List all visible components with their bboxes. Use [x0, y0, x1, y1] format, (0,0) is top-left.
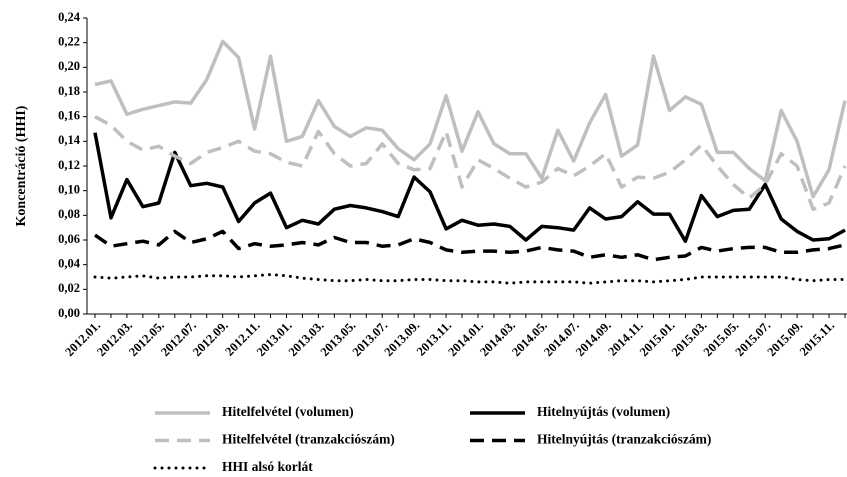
line-series — [94, 39, 847, 199]
y-tick-label: 0,24 — [58, 10, 81, 24]
y-tick-label: 0,02 — [58, 281, 80, 295]
legend-label: Hitelnyújtás (volumen) — [537, 404, 670, 419]
x-tick-label: 2014.09. — [573, 318, 614, 359]
x-tick-label: 2015.11. — [797, 318, 837, 358]
y-tick-label: 0,10 — [58, 183, 80, 197]
line-series — [93, 132, 846, 243]
legend-label: Hitelnyújtás (tranzakciószám) — [537, 432, 711, 447]
y-tick-label: 0,20 — [58, 59, 80, 73]
y-tick-label: 0,12 — [58, 158, 80, 172]
y-tick-label: 0,04 — [58, 257, 81, 271]
y-axis-label: Koncentráció (HHI) — [14, 105, 29, 226]
y-tick-label: 0,22 — [58, 35, 80, 49]
line-series — [94, 115, 847, 211]
y-tick-label: 0,16 — [58, 109, 80, 123]
x-tick-label: 2015.09. — [764, 318, 805, 359]
x-tick-label: 2013.09. — [381, 318, 422, 359]
y-tick-label: 0,08 — [58, 207, 80, 221]
legend-label: Hitelfelvétel (volumen) — [222, 404, 354, 419]
line-series — [94, 229, 846, 262]
legend-label: Hitelfelvétel (tranzakciószám) — [222, 432, 395, 447]
x-tick-label: 2012.09. — [190, 318, 231, 359]
y-tick-label: 0,18 — [58, 84, 80, 98]
y-tick-label: 0,06 — [58, 232, 80, 246]
y-tick-label: 0,00 — [58, 306, 80, 320]
y-tick-label: 0,14 — [58, 133, 81, 147]
line-series — [93, 273, 847, 285]
legend-label: HHI alsó korlát — [222, 459, 313, 474]
